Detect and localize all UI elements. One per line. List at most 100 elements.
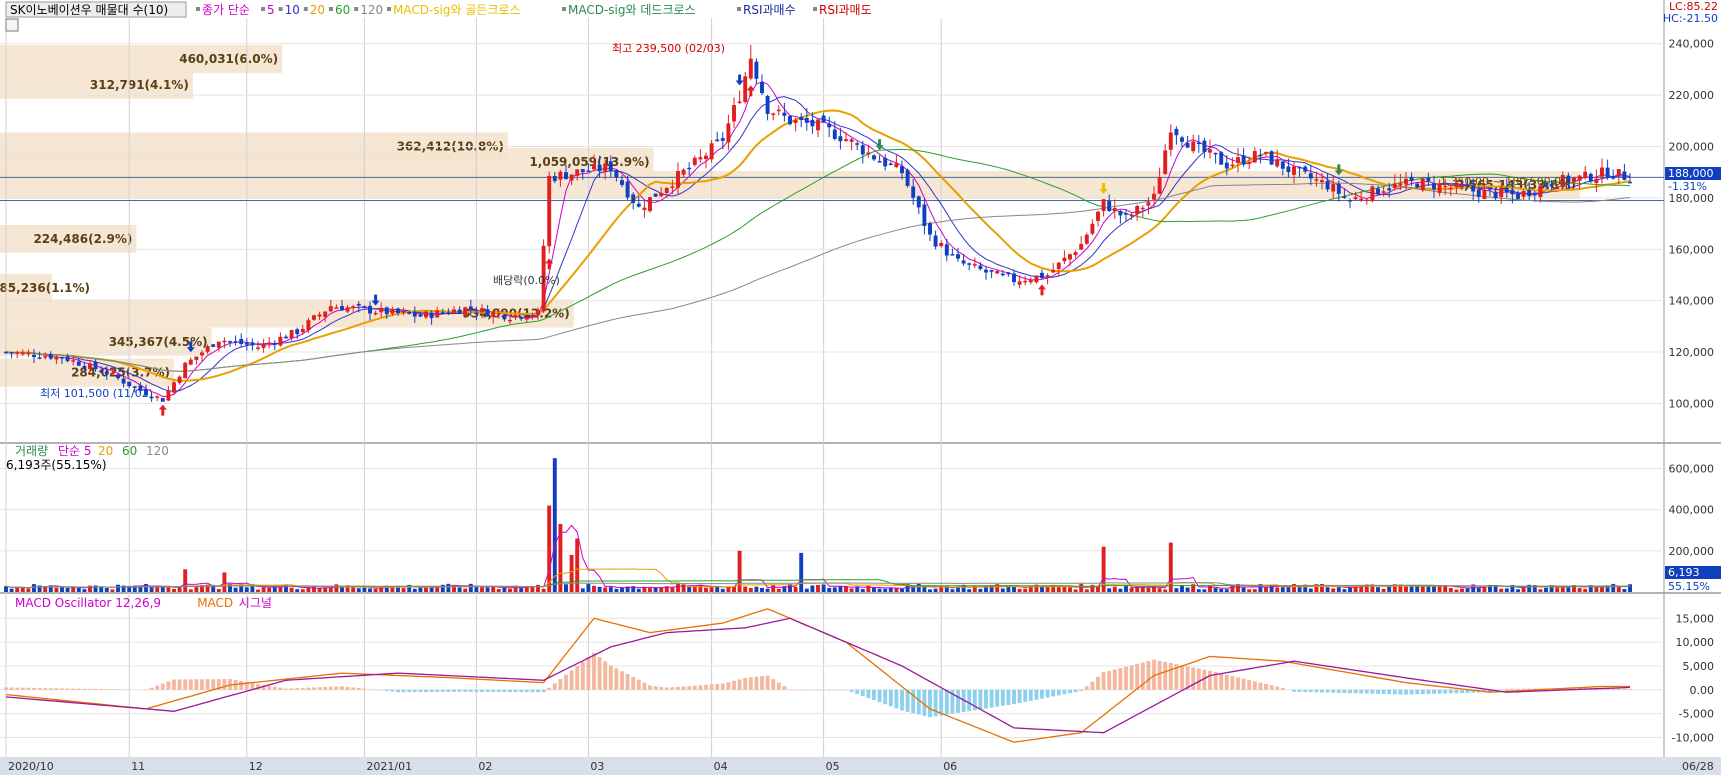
macd-oscillator-bar xyxy=(737,679,742,690)
candle-body xyxy=(961,260,966,264)
macd-oscillator-bar xyxy=(1236,677,1240,690)
macd-oscillator-bar xyxy=(905,689,910,712)
candle-body xyxy=(300,328,305,333)
volume-bar xyxy=(351,587,356,592)
macd-oscillator-bar xyxy=(519,689,524,693)
candle-body xyxy=(1420,178,1425,191)
price-tick-label: 200,000 xyxy=(1669,140,1715,153)
volume-bar xyxy=(1409,586,1414,592)
macd-oscillator-bar xyxy=(205,679,210,690)
candle-body xyxy=(15,352,20,354)
volume-last-text: 6,193주(55.15%) xyxy=(6,458,107,472)
candle-body xyxy=(1348,200,1352,202)
title-box[interactable] xyxy=(5,1,187,18)
volume-bar xyxy=(20,587,25,592)
macd-oscillator-bar xyxy=(1208,670,1212,690)
chart-title[interactable]: SK이노베이션우 매물대 수(10) xyxy=(10,3,168,17)
candle-body xyxy=(1544,182,1548,187)
volume-bar xyxy=(1594,586,1599,592)
macd-oscillator-bar xyxy=(418,689,423,693)
candle-body xyxy=(261,343,266,348)
candle-body xyxy=(872,155,876,160)
last-price-badge-bg xyxy=(1665,167,1721,180)
macd-oscillator-bar xyxy=(765,675,770,690)
macd-oscillator-bar xyxy=(1387,689,1392,695)
candle-body xyxy=(1174,128,1179,136)
macd-oscillator-bar xyxy=(244,681,249,690)
volume-bar xyxy=(1051,584,1056,592)
candle-body xyxy=(1219,152,1224,165)
candle-body xyxy=(446,312,451,314)
macd-oscillator-bar xyxy=(1471,689,1476,693)
macd-oscillator-bar xyxy=(340,686,344,690)
macd-oscillator-bar xyxy=(1140,662,1145,690)
volume-bar xyxy=(586,583,591,592)
candle-body xyxy=(1448,187,1453,190)
candle-body xyxy=(1073,252,1078,256)
candle-body xyxy=(328,306,333,312)
macd-oscillator-bar xyxy=(726,682,731,690)
legend-bullet xyxy=(303,7,308,11)
volume-bar xyxy=(328,588,333,592)
candle-body xyxy=(1006,272,1011,275)
x-axis-band xyxy=(0,757,1721,775)
candle-body xyxy=(536,310,540,315)
macd-oscillator-bar xyxy=(1381,689,1386,695)
macd-oscillator-bar xyxy=(60,688,64,690)
macd-oscillator-bar xyxy=(4,687,8,690)
candle-body xyxy=(810,119,815,127)
macd-oscillator-bar xyxy=(1124,666,1128,690)
macd-oscillator-bar xyxy=(177,679,182,690)
candle-body xyxy=(1230,164,1235,167)
macd-oscillator-bar xyxy=(502,689,507,693)
candle-body xyxy=(166,390,171,401)
macd-oscillator-bar xyxy=(1012,689,1016,705)
candle-body xyxy=(1096,211,1100,221)
macd-oscillator-bar xyxy=(1275,686,1280,690)
macd-oscillator-bar xyxy=(1112,669,1117,690)
candle-body xyxy=(340,306,344,311)
macd-oscillator-bar xyxy=(440,689,445,692)
volume-bar xyxy=(401,588,406,592)
macd-oscillator-bar xyxy=(530,689,535,693)
macd-oscillator-bar xyxy=(1616,688,1621,690)
volume-bar xyxy=(860,589,865,592)
volume-bar xyxy=(1084,589,1089,592)
volume-bar xyxy=(883,588,888,592)
candle-body xyxy=(312,315,316,320)
x-tick-label: 02 xyxy=(478,760,492,773)
candle-body xyxy=(396,308,400,314)
candle-body xyxy=(1353,197,1358,200)
macd-oscillator-bar xyxy=(720,683,725,690)
macd-oscillator-bar xyxy=(144,689,148,691)
volume-bar xyxy=(407,584,412,592)
candle-body xyxy=(1129,214,1134,217)
volume-bar xyxy=(177,586,182,592)
macd-oscillator-bar xyxy=(888,689,893,707)
macd-oscillator-bar xyxy=(435,689,440,692)
macd-oscillator-bar xyxy=(709,684,714,690)
macd-oscillator-bar xyxy=(384,689,389,691)
candle-body xyxy=(491,312,496,318)
volume-ma120-line xyxy=(5,582,1630,589)
candle-body xyxy=(1308,173,1313,179)
grid-toggle-icon[interactable] xyxy=(5,18,19,32)
macd-oscillator-bar xyxy=(1532,688,1537,690)
candle-body xyxy=(1342,196,1347,198)
volume-bar xyxy=(1437,585,1442,592)
macd-oscillator-bar xyxy=(748,677,753,690)
macd-oscillator-bar xyxy=(754,676,759,690)
volume-bar xyxy=(816,585,820,592)
candle-body xyxy=(205,346,210,352)
candle-body xyxy=(855,143,860,145)
candle-body xyxy=(1549,184,1554,187)
price-range-text: 1,350.00 ~ 180,500.00 xyxy=(1440,175,1568,188)
hc-value: HC:-21.50 xyxy=(1663,12,1718,25)
macd-oscillator-bar xyxy=(373,689,378,691)
volume-bar xyxy=(1079,583,1084,592)
macd-oscillator-bar xyxy=(580,661,585,690)
volume-bar xyxy=(1230,585,1235,592)
macd-oscillator-bar xyxy=(1336,689,1341,693)
volume-bar xyxy=(144,584,148,592)
